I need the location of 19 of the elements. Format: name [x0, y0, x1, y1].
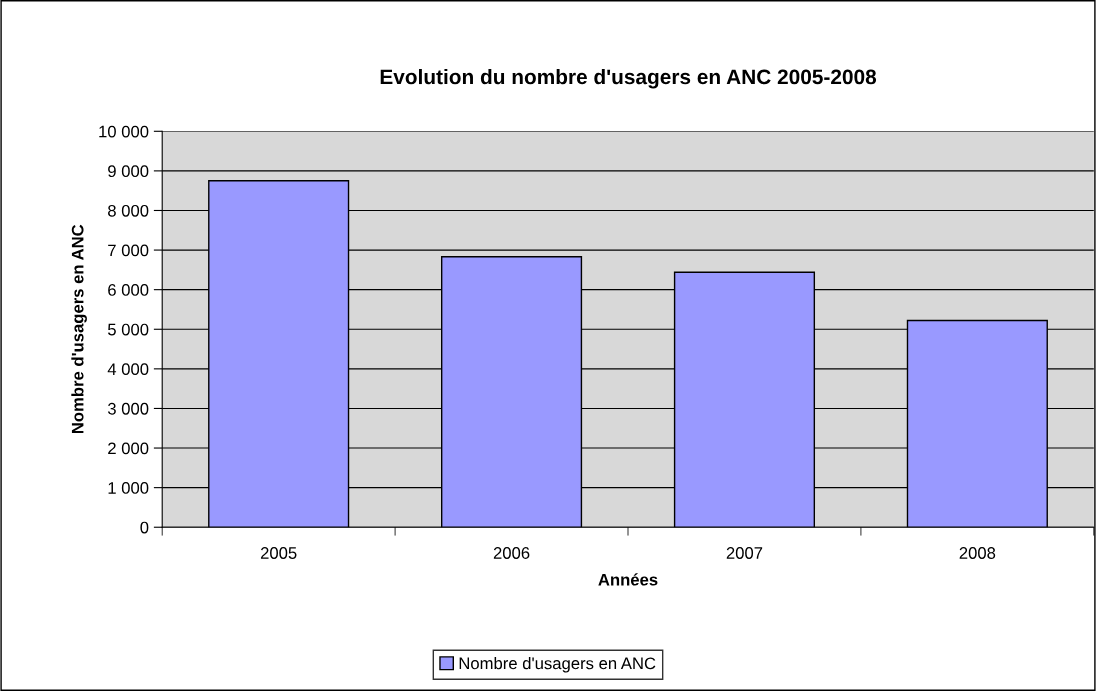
legend-label: Nombre d'usagers en ANC [459, 657, 656, 673]
y-tick-label: 8 000 [108, 204, 149, 217]
y-axis-title: Nombre d'usagers en ANC [71, 224, 87, 434]
y-tick-label: 4 000 [107, 363, 149, 376]
x-axis-title: Années [598, 573, 658, 586]
y-tick-label: 10 000 [99, 125, 149, 138]
y-tick-label: 2 000 [108, 442, 149, 455]
x-tick-label: 2007 [726, 547, 763, 559]
y-tick-label: 9 000 [108, 165, 149, 178]
y-tick-label: 6 000 [108, 284, 149, 296]
x-tick-label: 2005 [260, 547, 297, 559]
chart-title: Evolution du nombre d'usagers en ANC 2005-2008 [380, 68, 877, 89]
y-tick-label: 3 000 [107, 402, 149, 415]
x-tick-label: 2006 [493, 547, 530, 559]
x-tick-label: 2008 [959, 547, 996, 559]
y-tick-label: 1 000 [108, 482, 149, 494]
y-tick-label: 5 000 [107, 323, 149, 336]
y-tick-label: 0 [140, 521, 149, 534]
y-tick-label: 7 000 [108, 244, 149, 257]
